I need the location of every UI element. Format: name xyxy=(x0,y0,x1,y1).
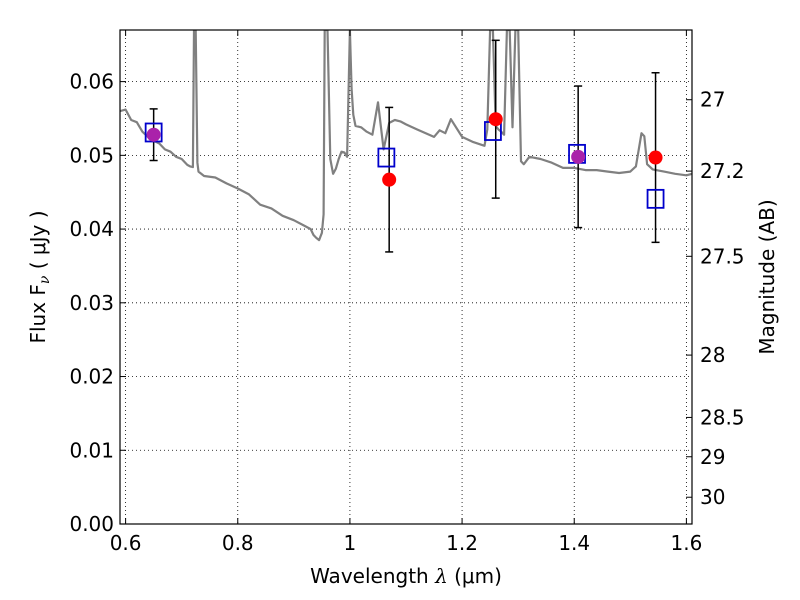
x-tick-label: 1.6 xyxy=(670,531,702,555)
y-tick-label: 0.00 xyxy=(69,512,114,536)
y-tick-label: 0.04 xyxy=(69,217,114,241)
right-tick-label: 27 xyxy=(700,88,725,112)
right-tick-label: 28.5 xyxy=(700,405,745,429)
model-band-square xyxy=(646,188,665,209)
observed-point xyxy=(571,149,586,164)
y-axis-label-left: Flux Fν ( μJy ) xyxy=(26,210,53,343)
spectrum-line xyxy=(120,30,692,242)
x-tick-label: 0.8 xyxy=(222,531,254,555)
y-tick-label: 0.03 xyxy=(69,291,114,315)
x-tick-label: 1 xyxy=(344,531,357,555)
observed-point xyxy=(146,127,161,142)
y-tick-label: 0.06 xyxy=(69,70,114,94)
axes-frame xyxy=(119,29,693,525)
y-tick-label: 0.05 xyxy=(69,143,114,167)
right-tick-label: 29 xyxy=(700,445,725,469)
model-band-square xyxy=(377,147,396,168)
x-tick-label: 1.4 xyxy=(558,531,590,555)
observed-point xyxy=(382,172,397,187)
right-tick-label: 27.5 xyxy=(700,244,745,268)
observed-point xyxy=(488,112,503,127)
y-tick-label: 0.02 xyxy=(69,365,114,389)
x-axis-label: Wavelength λ (μm) xyxy=(310,564,502,588)
right-tick-label: 30 xyxy=(700,485,725,509)
observed-point xyxy=(648,150,663,165)
x-tick-label: 1.2 xyxy=(446,531,478,555)
y-tick-label: 0.01 xyxy=(69,438,114,462)
ticks: 0.6 0.8 1 1.2 1.4 1.6 0.00 0.01 0.02 0.03 0.04 0.05… xyxy=(69,30,745,555)
right-tick-label: 27.2 xyxy=(700,159,745,183)
right-tick-label: 28 xyxy=(700,343,725,367)
x-tick-label: 0.6 xyxy=(110,531,142,555)
plot-area xyxy=(120,30,692,253)
y-axis-label-right: Magnitude (AB) xyxy=(755,199,779,354)
